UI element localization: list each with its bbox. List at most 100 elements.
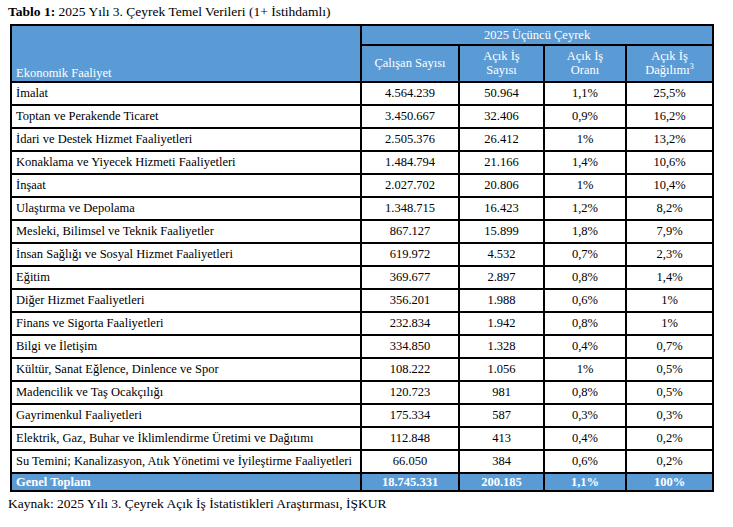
row-ekonomik-faaliyet: İnşaat xyxy=(11,174,361,197)
row-acik-is-orani: 1% xyxy=(544,358,626,381)
row-calisan-sayisi: 108.222 xyxy=(361,358,459,381)
table-row: Finans ve Sigorta Faaliyetleri 232.834 1… xyxy=(11,312,713,335)
table-total-section: Genel Toplam 18.745.331 200.185 1,1% 100… xyxy=(11,473,713,491)
row-acik-is-dagilimi: 10,4% xyxy=(626,174,713,197)
row-calisan-sayisi: 2.027.702 xyxy=(361,174,459,197)
row-acik-is-sayisi: 16.423 xyxy=(459,197,544,220)
table-row: İnşaat 2.027.702 20.806 1% 10,4% xyxy=(11,174,713,197)
row-acik-is-sayisi: 413 xyxy=(459,427,544,450)
table-row: Konaklama ve Yiyecek Hizmeti Faaliyetler… xyxy=(11,151,713,174)
row-acik-is-dagilimi: 7,9% xyxy=(626,220,713,243)
row-acik-is-sayisi: 1.056 xyxy=(459,358,544,381)
row-calisan-sayisi: 1.348.715 xyxy=(361,197,459,220)
row-calisan-sayisi: 334.850 xyxy=(361,335,459,358)
column-header-acik-is-dagilimi: Açık İşDağılımı3 xyxy=(626,45,713,82)
row-acik-is-orani: 0,8% xyxy=(544,266,626,289)
row-acik-is-sayisi: 50.964 xyxy=(459,82,544,105)
row-acik-is-dagilimi: 1% xyxy=(626,289,713,312)
row-ekonomik-faaliyet: Madencilik ve Taş Ocakçılığı xyxy=(11,381,361,404)
row-acik-is-dagilimi: 1,4% xyxy=(626,266,713,289)
row-acik-is-dagilimi: 0,3% xyxy=(626,404,713,427)
row-ekonomik-faaliyet: Diğer Hizmet Faaliyetleri xyxy=(11,289,361,312)
row-calisan-sayisi: 369.677 xyxy=(361,266,459,289)
row-acik-is-orani: 0,7% xyxy=(544,243,626,266)
row-acik-is-dagilimi: 25,5% xyxy=(626,82,713,105)
row-acik-is-dagilimi: 0,2% xyxy=(626,450,713,473)
page: Tablo 1: 2025 Yılı 3. Çeyrek Temel Veril… xyxy=(0,0,733,511)
row-calisan-sayisi: 4.564.239 xyxy=(361,82,459,105)
row-calisan-sayisi: 356.201 xyxy=(361,289,459,312)
table-row: Mesleki, Bilimsel ve Teknik Faaliyetler … xyxy=(11,220,713,243)
column-header-ekonomik-faaliyet: Ekonomik Faaliyet xyxy=(11,25,361,82)
row-acik-is-orani: 0,6% xyxy=(544,289,626,312)
row-calisan-sayisi: 619.972 xyxy=(361,243,459,266)
table-row: Diğer Hizmet Faaliyetleri 356.201 1.988 … xyxy=(11,289,713,312)
table-row: Kültür, Sanat Eğlence, Dinlence ve Spor … xyxy=(11,358,713,381)
row-ekonomik-faaliyet: Ulaştırma ve Depolama xyxy=(11,197,361,220)
row-calisan-sayisi: 867.127 xyxy=(361,220,459,243)
row-ekonomik-faaliyet: Gayrimenkul Faaliyetleri xyxy=(11,404,361,427)
header-row-quarter: Ekonomik Faaliyet 2025 Üçüncü Çeyrek xyxy=(11,25,713,45)
table-header: Ekonomik Faaliyet 2025 Üçüncü Çeyrek Çal… xyxy=(11,25,713,82)
row-acik-is-sayisi: 981 xyxy=(459,381,544,404)
column-header-acik-is-dagilimi-footnote: 3 xyxy=(690,62,694,71)
column-header-calisan-sayisi: Çalışan Sayısı xyxy=(361,45,459,82)
row-ekonomik-faaliyet: Toptan ve Perakende Ticaret xyxy=(11,105,361,128)
row-acik-is-orani: 1,8% xyxy=(544,220,626,243)
row-acik-is-sayisi: 4.532 xyxy=(459,243,544,266)
row-acik-is-sayisi: 1.942 xyxy=(459,312,544,335)
total-acik-is-orani: 1,1% xyxy=(544,473,626,491)
row-ekonomik-faaliyet: Kültür, Sanat Eğlence, Dinlence ve Spor xyxy=(11,358,361,381)
row-acik-is-sayisi: 1.328 xyxy=(459,335,544,358)
row-acik-is-dagilimi: 8,2% xyxy=(626,197,713,220)
row-calisan-sayisi: 175.334 xyxy=(361,404,459,427)
source-note: Kaynak: 2025 Yılı 3. Çeyrek Açık İş İsta… xyxy=(8,496,723,512)
column-header-acik-is-sayisi-line2: Sayısı xyxy=(486,63,517,77)
row-acik-is-orani: 0,3% xyxy=(544,404,626,427)
table-caption: Tablo 1: 2025 Yılı 3. Çeyrek Temel Veril… xyxy=(8,4,723,20)
total-row-label: Genel Toplam xyxy=(11,473,361,491)
table-row: Elektrik, Gaz, Buhar ve İklimlendirme Ür… xyxy=(11,427,713,450)
row-acik-is-orani: 0,4% xyxy=(544,335,626,358)
row-acik-is-dagilimi: 0,5% xyxy=(626,381,713,404)
table-row: Ulaştırma ve Depolama 1.348.715 16.423 1… xyxy=(11,197,713,220)
table-caption-label: Tablo 1: xyxy=(8,4,55,19)
row-acik-is-orani: 0,4% xyxy=(544,427,626,450)
table-row: Eğitim 369.677 2.897 0,8% 1,4% xyxy=(11,266,713,289)
row-acik-is-orani: 1% xyxy=(544,128,626,151)
row-ekonomik-faaliyet: İmalat xyxy=(11,82,361,105)
row-calisan-sayisi: 3.450.667 xyxy=(361,105,459,128)
row-acik-is-sayisi: 32.406 xyxy=(459,105,544,128)
row-ekonomik-faaliyet: İdari ve Destek Hizmet Faaliyetleri xyxy=(11,128,361,151)
row-calisan-sayisi: 232.834 xyxy=(361,312,459,335)
column-header-acik-is-orani: Açık İşOranı xyxy=(544,45,626,82)
row-calisan-sayisi: 112.848 xyxy=(361,427,459,450)
row-acik-is-orani: 1,4% xyxy=(544,151,626,174)
column-header-acik-is-sayisi-line1: Açık İş xyxy=(483,49,519,63)
row-acik-is-dagilimi: 0,2% xyxy=(626,427,713,450)
row-ekonomik-faaliyet: Mesleki, Bilimsel ve Teknik Faaliyetler xyxy=(11,220,361,243)
row-acik-is-orani: 0,9% xyxy=(544,105,626,128)
row-acik-is-orani: 0,6% xyxy=(544,450,626,473)
table-row: Madencilik ve Taş Ocakçılığı 120.723 981… xyxy=(11,381,713,404)
row-acik-is-sayisi: 20.806 xyxy=(459,174,544,197)
table-body: İmalat 4.564.239 50.964 1,1% 25,5% Topta… xyxy=(11,82,713,473)
table-row: Toptan ve Perakende Ticaret 3.450.667 32… xyxy=(11,105,713,128)
row-calisan-sayisi: 66.050 xyxy=(361,450,459,473)
total-calisan-sayisi: 18.745.331 xyxy=(361,473,459,491)
table-caption-text: 2025 Yılı 3. Çeyrek Temel Verileri (1+ İ… xyxy=(55,4,330,19)
total-row: Genel Toplam 18.745.331 200.185 1,1% 100… xyxy=(11,473,713,491)
row-ekonomik-faaliyet: Elektrik, Gaz, Buhar ve İklimlendirme Ür… xyxy=(11,427,361,450)
row-ekonomik-faaliyet: Bilgi ve İletişim xyxy=(11,335,361,358)
statistics-table: Ekonomik Faaliyet 2025 Üçüncü Çeyrek Çal… xyxy=(10,24,714,492)
row-acik-is-sayisi: 587 xyxy=(459,404,544,427)
row-acik-is-dagilimi: 1% xyxy=(626,312,713,335)
row-calisan-sayisi: 120.723 xyxy=(361,381,459,404)
row-acik-is-orani: 1,2% xyxy=(544,197,626,220)
row-acik-is-orani: 1% xyxy=(544,174,626,197)
row-calisan-sayisi: 2.505.376 xyxy=(361,128,459,151)
row-acik-is-sayisi: 26.412 xyxy=(459,128,544,151)
row-acik-is-dagilimi: 2,3% xyxy=(626,243,713,266)
row-acik-is-dagilimi: 0,5% xyxy=(626,358,713,381)
row-ekonomik-faaliyet: Eğitim xyxy=(11,266,361,289)
